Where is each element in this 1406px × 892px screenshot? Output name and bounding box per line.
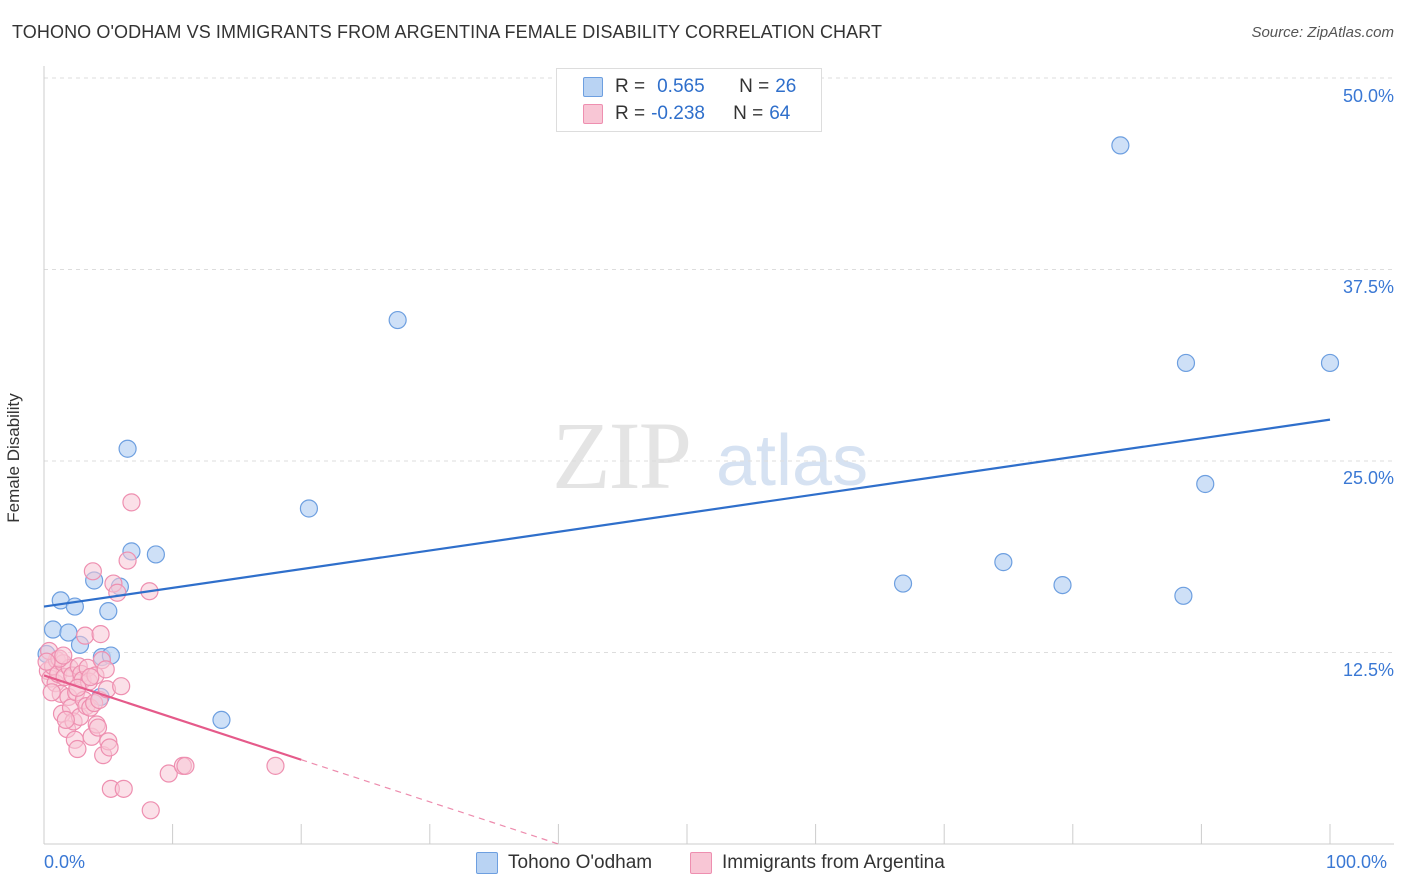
correlation-legend: R = 0.565 N = 26 R = -0.238 N = 64 <box>556 68 822 132</box>
bottom-legend-label: Immigrants from Argentina <box>722 852 945 873</box>
argentina-point <box>37 652 56 671</box>
tohono-point <box>994 553 1013 572</box>
legend-r-key: R = <box>615 103 646 124</box>
argentina-point <box>68 678 87 697</box>
tohono-point <box>1053 575 1072 595</box>
legend-row-argentina: R = -0.238 N = 64 <box>583 102 790 126</box>
tohono-point <box>43 620 63 639</box>
argentina-point <box>76 626 95 645</box>
y-tick-label: 37.5% <box>1342 277 1394 297</box>
legend-row-tohono: R = 0.565 N = 26 <box>583 75 796 99</box>
series-argentina-points <box>37 493 285 820</box>
y-tick-label: 12.5% <box>1342 660 1394 680</box>
legend-n-key: N = <box>733 103 764 124</box>
argentina-point <box>159 764 178 783</box>
tohono-point <box>99 602 118 621</box>
bottom-legend-label: Tohono O'odham <box>508 852 653 873</box>
argentina-point <box>118 551 137 570</box>
axes <box>43 66 1394 845</box>
bottom-legend-tohono: Tohono O'odham <box>476 852 652 874</box>
bottom-legend-swatch-blue <box>476 852 498 874</box>
argentina-point <box>100 738 119 757</box>
argentina-trend-line <box>43 674 302 761</box>
argentina-point <box>81 667 100 687</box>
legend-swatch-pink <box>583 104 603 124</box>
legend-r-value: 0.565 <box>657 76 705 97</box>
x-tick-label: 0.0% <box>44 852 86 872</box>
legend-r-key: R = <box>615 76 646 97</box>
argentina-point <box>141 801 160 820</box>
tohono-point <box>1176 353 1196 373</box>
y-tick-label: 50.0% <box>1342 86 1394 106</box>
chart-title: TOHONO O'ODHAM VS IMMIGRANTS FROM ARGENT… <box>12 22 883 42</box>
trend-lines <box>43 418 1331 845</box>
bottom-legend-argentina: Immigrants from Argentina <box>690 852 945 874</box>
argentina-point <box>68 739 87 759</box>
argentina-point <box>91 625 110 644</box>
tohono-point <box>1196 474 1215 494</box>
tohono-point <box>1320 353 1340 373</box>
watermark-zip: ZIP <box>552 402 692 509</box>
legend-n-value: 26 <box>775 76 797 97</box>
tohono-point <box>118 439 137 458</box>
argentina-point <box>122 493 141 512</box>
tohono-point <box>146 545 165 564</box>
y-axis-label: Female Disability <box>4 393 23 523</box>
tohono-point <box>893 574 913 593</box>
tohono-point <box>212 710 231 730</box>
argentina-point <box>176 756 195 775</box>
source-label: Source: ZipAtlas.com <box>1251 24 1394 41</box>
tohono-point <box>388 310 407 330</box>
bottom-legend-swatch-pink <box>690 852 712 874</box>
tohono-trend-line <box>43 418 1331 608</box>
series-tohono-points <box>37 136 1340 730</box>
argentina-point <box>88 718 108 737</box>
tohono-point <box>1174 586 1193 605</box>
argentina-point <box>42 683 61 702</box>
tohono-point <box>299 499 319 518</box>
x-tick-label: 100.0% <box>1326 852 1388 872</box>
argentina-point <box>54 646 73 665</box>
argentina-point <box>114 779 133 798</box>
argentina-point <box>83 562 102 581</box>
y-tick-label: 25.0% <box>1342 468 1394 488</box>
argentina-trend-extension <box>301 759 559 845</box>
argentina-point <box>108 583 127 602</box>
argentina-point <box>56 710 75 730</box>
argentina-point <box>266 756 285 775</box>
argentina-point <box>96 660 115 679</box>
legend-n-value: 64 <box>769 103 791 124</box>
tohono-point <box>1111 136 1130 155</box>
legend-n-key: N = <box>739 76 770 97</box>
legend-r-value: -0.238 <box>651 103 705 124</box>
argentina-point <box>112 677 131 696</box>
legend-swatch-blue <box>583 77 603 97</box>
